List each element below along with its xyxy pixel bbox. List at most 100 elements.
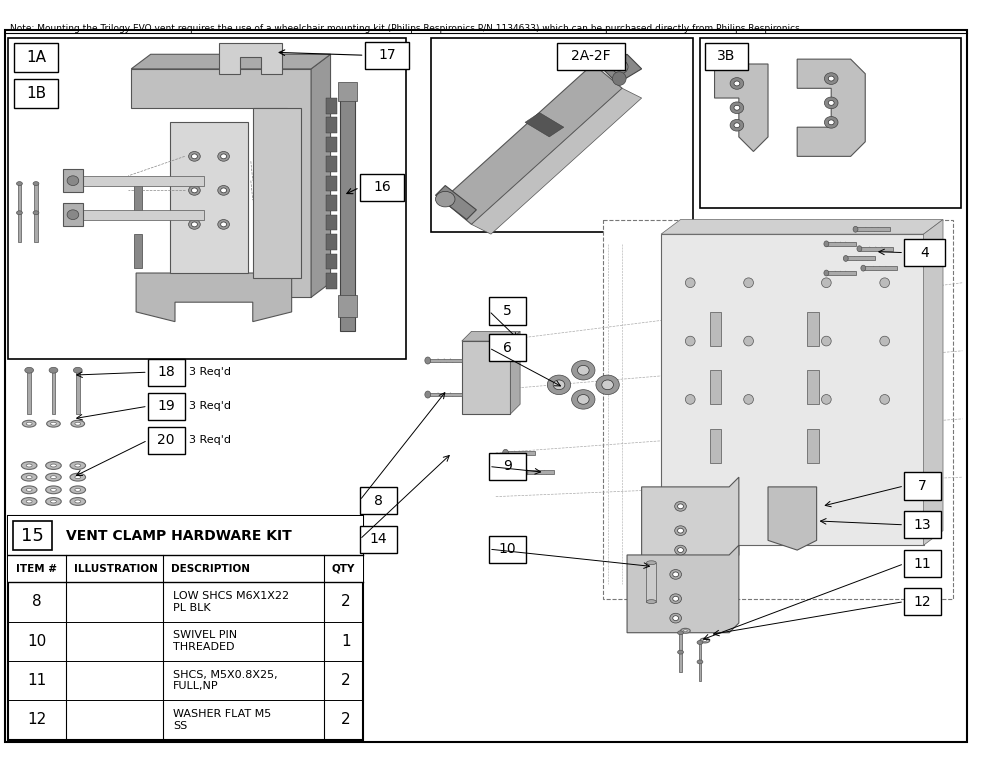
Ellipse shape [33, 210, 39, 215]
Ellipse shape [46, 473, 61, 481]
Bar [856, 227, 890, 231]
Bar [700, 38, 961, 208]
Ellipse shape [602, 380, 613, 390]
Ellipse shape [192, 188, 197, 193]
Ellipse shape [821, 336, 831, 346]
Bar [489, 335, 526, 362]
Text: ILLUSTRATION: ILLUSTRATION [74, 563, 158, 574]
Text: 19: 19 [157, 399, 175, 413]
Ellipse shape [673, 615, 679, 621]
Ellipse shape [744, 278, 753, 288]
Ellipse shape [67, 210, 79, 220]
Bar [134, 234, 142, 268]
Bar [148, 359, 185, 386]
Polygon shape [253, 107, 301, 278]
Text: 1A: 1A [26, 50, 46, 64]
Ellipse shape [218, 151, 229, 161]
Bar [63, 169, 83, 192]
Ellipse shape [189, 151, 200, 161]
Ellipse shape [51, 422, 56, 425]
Ellipse shape [734, 105, 740, 111]
Text: 11: 11 [27, 673, 47, 688]
Bar [326, 98, 337, 114]
Ellipse shape [26, 422, 32, 425]
Ellipse shape [821, 394, 831, 404]
Ellipse shape [673, 597, 679, 601]
Text: 17: 17 [378, 48, 396, 62]
Ellipse shape [646, 561, 656, 565]
Text: 13: 13 [914, 518, 931, 532]
Ellipse shape [670, 613, 681, 623]
Text: 16: 16 [373, 180, 391, 195]
Bar [340, 83, 355, 332]
Ellipse shape [26, 464, 32, 467]
Bar [360, 526, 397, 553]
Ellipse shape [26, 475, 32, 478]
Polygon shape [924, 220, 943, 545]
Ellipse shape [26, 488, 32, 491]
Ellipse shape [22, 420, 36, 427]
Ellipse shape [824, 270, 829, 276]
Bar [705, 42, 748, 70]
Ellipse shape [685, 394, 695, 404]
Polygon shape [642, 477, 739, 565]
Text: LOW SHCS M6X1X22
PL BLK: LOW SHCS M6X1X22 PL BLK [173, 591, 289, 612]
Ellipse shape [47, 420, 60, 427]
Ellipse shape [75, 422, 81, 425]
Ellipse shape [670, 593, 681, 603]
Ellipse shape [828, 101, 834, 105]
Ellipse shape [730, 102, 744, 114]
Ellipse shape [21, 497, 37, 506]
Bar [326, 176, 337, 192]
Ellipse shape [697, 640, 703, 644]
Bar [807, 428, 819, 463]
Ellipse shape [678, 528, 683, 533]
Bar [52, 370, 55, 414]
Polygon shape [603, 55, 642, 83]
Ellipse shape [189, 220, 200, 229]
Text: 6: 6 [503, 341, 512, 355]
Ellipse shape [730, 120, 744, 131]
Bar [86, 600, 129, 604]
Ellipse shape [577, 394, 589, 404]
Bar [13, 521, 52, 550]
Bar [525, 470, 554, 474]
Bar [710, 370, 721, 404]
Bar [428, 359, 462, 363]
Ellipse shape [33, 182, 39, 185]
Polygon shape [768, 487, 817, 550]
Text: QTY: QTY [332, 563, 355, 574]
Text: 20: 20 [157, 433, 175, 447]
Ellipse shape [646, 600, 656, 603]
Ellipse shape [880, 278, 890, 288]
Ellipse shape [675, 526, 686, 535]
Bar [807, 370, 819, 404]
Ellipse shape [678, 547, 683, 553]
Bar [148, 393, 185, 420]
Bar [506, 451, 535, 455]
Text: ITEM #: ITEM # [16, 563, 57, 574]
Polygon shape [436, 185, 476, 220]
Ellipse shape [675, 501, 686, 511]
Ellipse shape [17, 182, 22, 185]
Bar [489, 535, 526, 562]
Ellipse shape [503, 450, 508, 456]
Text: SHCS, M5X0.8X25,
FULL,NP: SHCS, M5X0.8X25, FULL,NP [173, 670, 278, 691]
Polygon shape [219, 42, 282, 73]
Text: 7: 7 [918, 479, 927, 493]
Bar [603, 220, 953, 599]
Ellipse shape [82, 598, 89, 606]
Ellipse shape [75, 464, 81, 467]
Text: 1B: 1B [26, 86, 46, 101]
Bar [699, 662, 701, 681]
Text: 4: 4 [920, 245, 929, 260]
Polygon shape [131, 69, 311, 298]
Bar [8, 555, 363, 582]
Text: 10: 10 [499, 542, 516, 556]
Bar [148, 427, 185, 454]
Bar [326, 234, 337, 250]
Bar [904, 511, 941, 538]
Bar [326, 254, 337, 269]
Ellipse shape [744, 394, 753, 404]
Text: 3 Req'd: 3 Req'd [189, 367, 231, 377]
